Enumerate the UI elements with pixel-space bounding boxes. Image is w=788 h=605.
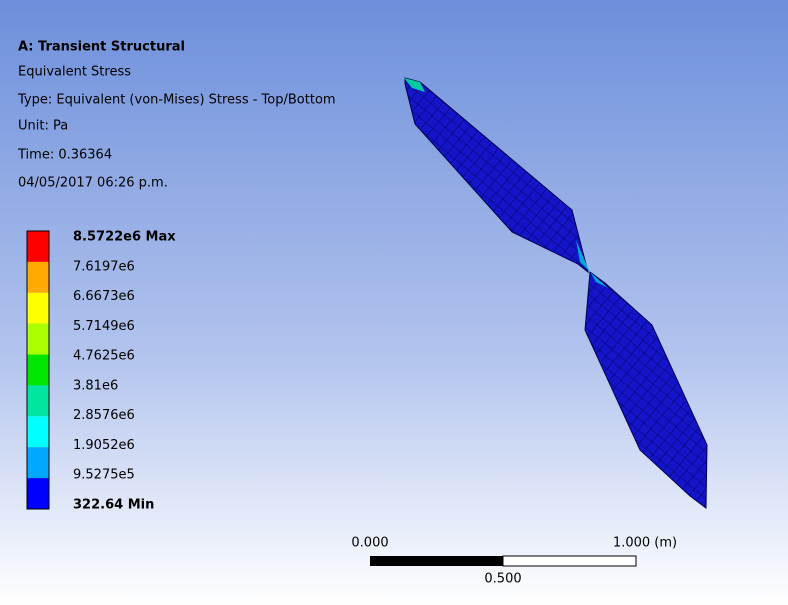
legend-label: 1.9052e6 (73, 438, 135, 453)
legend-swatch (27, 385, 49, 416)
scale-bar-white (503, 556, 636, 566)
title: A: Transient Structural (18, 40, 185, 55)
scale-bar-black (370, 556, 503, 566)
legend-label: 7.6197e6 (73, 259, 135, 274)
legend-swatch (27, 324, 49, 355)
scale-middle: 0.500 (484, 572, 521, 587)
legend-label: 4.7625e6 (73, 349, 135, 364)
scale-start: 0.000 (351, 536, 388, 551)
legend-swatch (27, 293, 49, 324)
legend-label: 9.5275e5 (73, 468, 135, 483)
scale-end: 1.000 (m) (613, 536, 677, 551)
viewport: A: Transient Structural Equivalent Stres… (0, 0, 788, 605)
legend-swatch (27, 478, 49, 509)
header-line: Unit: Pa (18, 119, 68, 134)
legend-label: 3.81e6 (73, 378, 118, 393)
header-line: 04/05/2017 06:26 p.m. (18, 176, 168, 191)
header-line: Time: 0.36364 (17, 148, 112, 163)
legend-swatch (27, 447, 49, 478)
header-line: Equivalent Stress (18, 65, 131, 80)
legend-swatch (27, 416, 49, 447)
legend-label: 8.5722e6 Max (73, 230, 176, 245)
legend-swatch (27, 262, 49, 293)
legend-label: 2.8576e6 (73, 408, 135, 423)
legend-swatch (27, 231, 49, 262)
header-line: Type: Equivalent (von-Mises) Stress - To… (17, 93, 336, 108)
legend-label: 322.64 Min (73, 498, 154, 513)
legend-swatch (27, 355, 49, 386)
legend-label: 6.6673e6 (73, 289, 135, 304)
legend-label: 5.7149e6 (73, 319, 135, 334)
